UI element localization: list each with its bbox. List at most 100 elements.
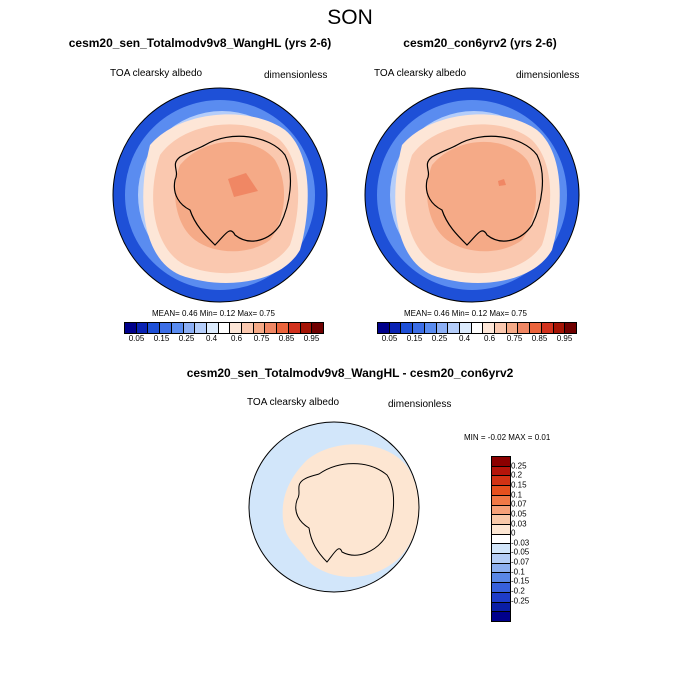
diff-colorbar-swatch [492, 476, 510, 487]
diff-colorbar-tick-label: -0.2 [511, 586, 525, 596]
diff-colorbar-swatch [492, 602, 510, 613]
panel2-stats: MEAN= 0.46 Min= 0.12 Max= 0.75 [404, 309, 527, 318]
colorbar-swatch [183, 323, 196, 333]
colorbar-swatch [195, 323, 207, 333]
diff-colorbar-swatch [492, 583, 510, 593]
colorbar-tick-label: 0.6 [483, 334, 496, 343]
colorbar-swatch [389, 323, 402, 333]
colorbar-swatch [565, 323, 576, 333]
colorbar-swatch [553, 323, 566, 333]
colorbar-swatch [230, 323, 243, 333]
colorbar-tick-label: 0.4 [458, 334, 471, 343]
colorbar-swatch [171, 323, 184, 333]
diff-colorbar-swatch [492, 505, 510, 516]
land-inner-contour [427, 141, 537, 252]
diff-colorbar-swatch [492, 554, 510, 564]
panel1-stats: MEAN= 0.46 Min= 0.12 Max= 0.75 [152, 309, 275, 318]
colorbar-tick-label: 0.25 [431, 334, 448, 343]
diff-land-field [282, 444, 419, 577]
panel1-units-label: dimensionless [264, 70, 328, 81]
colorbar-tick-label: 0.05 [128, 334, 145, 343]
diff-colorbar-swatch [492, 515, 510, 525]
colorbar-tick-label: 0.25 [178, 334, 195, 343]
diff-colorbar [491, 456, 511, 622]
diff-colorbar-tick-label: -0.07 [511, 557, 530, 567]
coastline [173, 135, 291, 246]
colorbar-swatch [160, 323, 172, 333]
diff-colorbar-swatch [492, 534, 510, 545]
colorbar-swatch [242, 323, 254, 333]
plateau-contour [498, 179, 506, 186]
diff-colorbar-swatch [492, 563, 510, 574]
colorbar-swatch [495, 323, 507, 333]
colorbar-tick-labels: 0.05 0.15 0.25 0.4 0.6 0.75 0.85 0.95 [124, 334, 324, 343]
colorbar-swatch [253, 323, 266, 333]
colorbar-swatch [148, 323, 161, 333]
diff-colorbar-tick-label: -0.05 [511, 547, 530, 557]
diff-colorbar-tick-label: 0.03 [511, 519, 527, 529]
diff-colorbar-swatch [492, 592, 510, 603]
diff-colorbar-swatch [492, 495, 510, 506]
diff-colorbar-tick-label: 0.1 [511, 490, 523, 500]
colorbar-tick-label: 0.15 [153, 334, 170, 343]
diff-panel-title: cesm20_sen_Totalmodv9v8_WangHL - cesm20_… [186, 366, 514, 380]
panel2-units-label: dimensionless [516, 70, 580, 81]
panel1-title: cesm20_sen_Totalmodv9v8_WangHL (yrs 2-6) [68, 36, 332, 50]
diff-colorbar-swatch [492, 486, 510, 496]
colorbar-swatch [436, 323, 449, 333]
colorbar-swatch [471, 323, 484, 333]
colorbar-tick-label: 0.85 [531, 334, 548, 343]
colorbar-swatch [136, 323, 149, 333]
panel1-polar-map [112, 87, 328, 303]
colorbar-tick-label: 0.6 [230, 334, 243, 343]
colorbar-tick-label: 0.05 [381, 334, 398, 343]
colorbar-swatch [413, 323, 425, 333]
colorbar-swatch [483, 323, 496, 333]
colorbar-tick-label: 0.15 [406, 334, 423, 343]
colorbar-swatch [265, 323, 278, 333]
diff-units-label: dimensionless [388, 399, 452, 410]
colorbar-swatch [506, 323, 519, 333]
panel1-variable-label: TOA clearsky albedo [110, 68, 203, 79]
colorbar-swatch [378, 323, 390, 333]
colorbar-swatch [312, 323, 323, 333]
diff-variable-label: TOA clearsky albedo [247, 397, 340, 408]
diff-colorbar-swatch [492, 524, 510, 535]
diff-polar-map [248, 421, 420, 593]
diff-colorbar-tick-label: 0.07 [511, 499, 527, 509]
diff-colorbar-swatch [492, 466, 510, 477]
panel2-title: cesm20_con6yrv2 (yrs 2-6) [403, 36, 557, 50]
diff-stats: MIN = -0.02 MAX = 0.01 [464, 433, 551, 442]
coastline [295, 463, 395, 563]
colorbar-tick-label: 0.95 [303, 334, 320, 343]
diff-colorbar-tick-label: -0.03 [511, 538, 530, 548]
diff-colorbar-swatch [492, 573, 510, 584]
coastline [425, 135, 543, 246]
panel2-variable-label: TOA clearsky albedo [374, 68, 467, 79]
colorbar-tick-label: 0.95 [556, 334, 573, 343]
diff-colorbar-swatch [492, 612, 510, 621]
colorbar-tick-label: 0.75 [506, 334, 523, 343]
land-inner-contour [175, 141, 285, 252]
diff-colorbar-swatch [492, 544, 510, 555]
colorbar-swatches [124, 322, 324, 334]
diff-colorbar-tick-label: 0.05 [511, 509, 527, 519]
panel2-colorbar: 0.05 0.15 0.25 0.4 0.6 0.75 0.85 0.95 [377, 322, 577, 343]
colorbar-swatch [218, 323, 231, 333]
colorbar-swatch [277, 323, 289, 333]
colorbar-swatch [530, 323, 542, 333]
panel1-colorbar: 0.05 0.15 0.25 0.4 0.6 0.75 0.85 0.95 [124, 322, 324, 343]
diff-colorbar-tick-label: 0.15 [511, 480, 527, 490]
colorbar-tick-label: 0.4 [205, 334, 218, 343]
colorbar-swatch [288, 323, 301, 333]
colorbar-swatch [206, 323, 219, 333]
colorbar-swatch [300, 323, 313, 333]
panel2-polar-map [364, 87, 580, 303]
colorbar-swatch [401, 323, 414, 333]
colorbar-swatch [448, 323, 460, 333]
diff-colorbar-swatch [492, 457, 510, 467]
colorbar-tick-label: 0.85 [278, 334, 295, 343]
colorbar-swatches [377, 322, 577, 334]
diff-colorbar-tick-labels: 0.25 0.2 0.15 0.1 0.07 0.05 0.03 0 -0.03 -0.05 -0.… [511, 456, 551, 620]
colorbar-tick-labels: 0.05 0.15 0.25 0.4 0.6 0.75 0.85 0.95 [377, 334, 577, 343]
